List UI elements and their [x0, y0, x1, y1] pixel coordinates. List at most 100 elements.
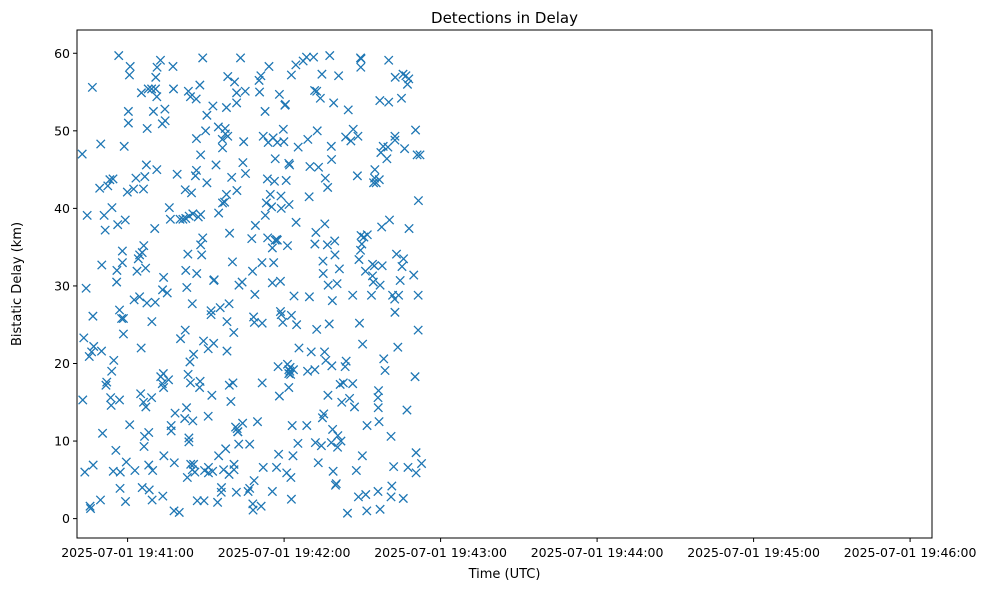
data-point [136, 88, 147, 98]
data-point [217, 134, 227, 145]
data-point [183, 86, 194, 96]
data-point [147, 465, 158, 476]
data-point [184, 433, 194, 443]
data-point [122, 187, 132, 197]
data-point [195, 150, 206, 160]
data-point [200, 126, 211, 136]
data-point [264, 61, 274, 72]
data-point [284, 199, 294, 210]
data-point [413, 325, 423, 335]
data-point [142, 123, 152, 134]
data-point [195, 240, 206, 250]
data-point [136, 343, 146, 353]
data-point [270, 154, 280, 164]
data-point [182, 472, 192, 483]
data-point [249, 317, 260, 328]
data-point [144, 427, 154, 438]
data-point [198, 53, 208, 63]
data-point [393, 342, 403, 352]
data-point [326, 154, 337, 165]
data-point [227, 172, 237, 183]
data-point [233, 427, 243, 437]
data-point [257, 378, 267, 388]
data-point [165, 214, 176, 224]
data-point [88, 460, 98, 470]
data-point [217, 198, 228, 208]
data-point [267, 486, 278, 497]
data-point [328, 466, 338, 476]
data-point [135, 389, 146, 399]
data-point [291, 217, 301, 228]
data-point [310, 437, 321, 448]
data-point [316, 441, 327, 451]
data-point [143, 84, 153, 94]
data-point [172, 169, 182, 179]
data-point [185, 92, 196, 102]
data-point [206, 309, 216, 320]
data-point [312, 324, 322, 335]
data-point [223, 131, 233, 141]
data-point [398, 254, 409, 264]
data-point [188, 209, 198, 219]
data-point [160, 116, 170, 126]
data-point [412, 150, 422, 160]
data-point [216, 487, 226, 497]
data-point [139, 240, 149, 251]
data-point [237, 277, 247, 287]
y-tick-label: 40 [54, 201, 70, 216]
data-point [107, 366, 117, 376]
data-point [386, 431, 396, 442]
data-point [310, 365, 320, 375]
data-point [373, 403, 383, 413]
data-point [151, 72, 161, 82]
data-point [115, 467, 125, 477]
data-point [96, 346, 107, 356]
data-point [309, 85, 320, 96]
data-point [328, 98, 339, 108]
data-point [278, 317, 288, 328]
data-point [306, 347, 316, 357]
data-point [325, 50, 335, 61]
data-point [184, 437, 194, 447]
data-point [106, 400, 116, 411]
data-point [333, 430, 343, 441]
data-point [128, 184, 139, 194]
data-point [216, 482, 227, 493]
data-point [404, 74, 414, 84]
data-point [96, 139, 106, 149]
data-point [312, 86, 322, 96]
data-point [211, 160, 221, 170]
data-point [344, 393, 355, 404]
data-point [238, 157, 248, 168]
data-point [256, 501, 266, 511]
data-point [312, 126, 322, 136]
data-point [356, 62, 366, 72]
data-point [402, 405, 412, 415]
data-point [260, 106, 270, 117]
data-point [357, 451, 368, 461]
data-point [302, 420, 312, 431]
data-point [191, 133, 202, 144]
data-point [303, 134, 313, 145]
data-point [271, 462, 282, 473]
data-point [169, 506, 179, 516]
data-point [129, 295, 139, 305]
data-point [288, 365, 299, 375]
y-tick-label: 30 [54, 278, 70, 293]
data-point [169, 458, 179, 468]
data-point [152, 164, 162, 175]
data-point [280, 99, 291, 110]
data-point [109, 355, 119, 366]
y-axis-label: Bistatic Delay (km) [10, 222, 25, 346]
data-point [227, 257, 238, 267]
data-point [357, 239, 367, 249]
data-point [139, 441, 149, 452]
data-point [393, 290, 404, 300]
data-point [234, 439, 244, 449]
data-point [322, 182, 333, 193]
data-point [370, 164, 380, 175]
data-point [195, 209, 206, 220]
data-point [235, 53, 246, 63]
data-point [88, 311, 98, 321]
